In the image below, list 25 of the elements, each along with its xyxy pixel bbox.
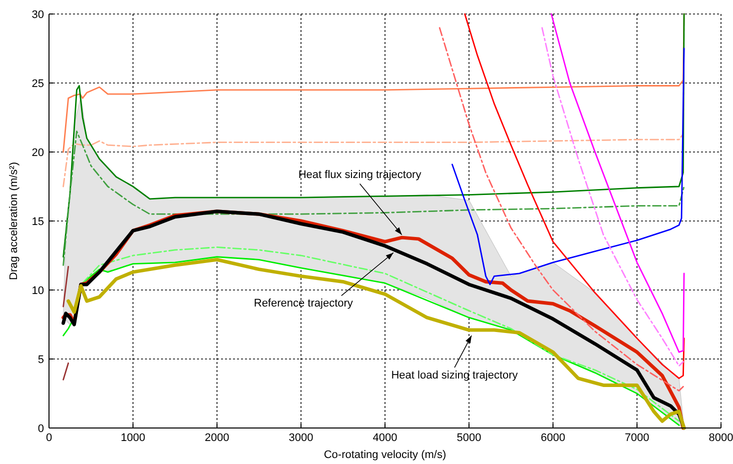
line-series: [438, 27, 684, 392]
x-tick-label: 4000: [372, 432, 398, 444]
annotation: Heat load sizing trajectory: [391, 370, 518, 382]
x-tick-label: 5000: [456, 432, 482, 444]
y-tick-label: 15: [32, 216, 44, 228]
annotation: Heat flux sizing trajectory: [298, 168, 422, 181]
y-tick-label: 5: [38, 354, 44, 366]
y-axis-title: Drag acceleration (m/s²): [8, 162, 20, 280]
line-series: [62, 130, 685, 266]
y-tick-label: 25: [32, 78, 44, 90]
line-series: [62, 13, 685, 258]
x-tick-label: 1000: [120, 432, 146, 444]
x-tick-label: 3000: [288, 432, 314, 444]
annotation: Reference trajectory: [254, 298, 354, 310]
x-tick-label: 8000: [708, 432, 733, 444]
line-series: [452, 48, 685, 286]
x-axis-title: Co-rotating velocity (m/s): [324, 449, 446, 461]
y-tick-label: 30: [32, 9, 44, 21]
x-tick-label: 6000: [540, 432, 566, 444]
x-tick-label: 7000: [624, 432, 650, 444]
y-tick-label: 10: [32, 285, 44, 297]
x-tick-label: 0: [46, 432, 52, 444]
y-tick-label: 0: [38, 423, 44, 435]
x-tick-label: 2000: [204, 432, 230, 444]
y-tick-label: 20: [32, 147, 44, 159]
